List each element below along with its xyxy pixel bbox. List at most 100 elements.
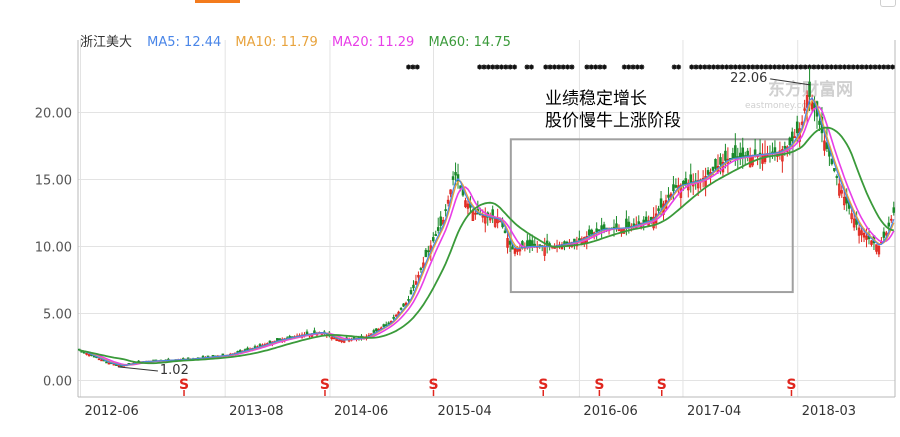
event-star — [828, 64, 834, 70]
event-star — [503, 64, 509, 70]
event-star — [406, 64, 412, 70]
candle-body — [387, 322, 390, 325]
event-star — [724, 64, 730, 70]
event-star — [732, 64, 738, 70]
high-callout-label: 22.06 — [730, 71, 767, 86]
s-marker[interactable]: S — [594, 377, 604, 393]
s-marker[interactable]: S — [786, 377, 796, 393]
candle-body — [563, 241, 566, 245]
s-marker[interactable]: S — [538, 377, 548, 393]
event-star — [815, 64, 821, 70]
event-star — [498, 64, 504, 70]
candle-body — [857, 227, 861, 236]
candle-body — [337, 339, 341, 342]
event-star — [841, 64, 847, 70]
candle-body — [474, 212, 477, 215]
event-star — [745, 64, 751, 70]
candle-body — [783, 145, 787, 149]
annotation-line-2: 股价慢牛上涨阶段 — [545, 110, 681, 131]
event-star — [676, 64, 682, 70]
candle-body — [446, 199, 450, 204]
candle-body — [738, 152, 742, 158]
event-star — [626, 64, 632, 70]
candle-body — [711, 166, 715, 171]
event-star — [556, 64, 562, 70]
candle-body — [823, 140, 826, 151]
window-corner-control[interactable] — [880, 0, 896, 7]
candle-body — [427, 250, 430, 253]
candle-body — [414, 281, 418, 285]
event-star — [793, 64, 799, 70]
legend-ma10: MA10: 11.79 — [235, 35, 318, 50]
candle-body — [672, 184, 675, 192]
candle-body — [753, 149, 757, 156]
event-star — [833, 64, 839, 70]
candle-body — [706, 170, 710, 175]
candle-body — [852, 218, 856, 228]
candle-body — [394, 314, 398, 317]
event-star — [601, 64, 607, 70]
event-star — [837, 64, 843, 70]
event-star — [780, 64, 786, 70]
candle-body — [877, 245, 881, 255]
candle-body — [483, 216, 487, 224]
candle-body — [407, 299, 410, 301]
candle-body — [652, 216, 655, 229]
candle-body — [860, 230, 863, 236]
event-star — [855, 64, 861, 70]
candle-body — [615, 223, 618, 229]
candle-body — [793, 136, 796, 139]
event-star — [477, 64, 483, 70]
candle-body — [268, 340, 272, 344]
event-star — [789, 64, 795, 70]
event-star — [706, 64, 712, 70]
event-star — [621, 64, 627, 70]
candle-body — [818, 120, 821, 125]
ma-line-ma60 — [79, 126, 894, 365]
tab-accent-bar — [195, 0, 240, 3]
candle-body — [412, 284, 415, 289]
event-star — [490, 64, 496, 70]
candle-body — [587, 229, 591, 236]
event-star — [547, 64, 553, 70]
event-star — [820, 64, 826, 70]
candle-body — [838, 183, 841, 196]
candle-body — [602, 224, 606, 230]
event-star — [719, 64, 725, 70]
event-star — [711, 64, 717, 70]
event-star — [543, 64, 549, 70]
event-markers — [406, 64, 896, 70]
s-marker[interactable]: S — [428, 377, 438, 393]
watermark-subtext: eastmoney.com — [745, 101, 816, 111]
candle-body — [432, 237, 435, 242]
event-star — [512, 64, 518, 70]
event-star — [565, 64, 571, 70]
event-star — [689, 64, 695, 70]
candle-body — [627, 221, 631, 228]
event-star — [872, 64, 878, 70]
event-star — [767, 64, 773, 70]
event-star — [410, 64, 416, 70]
event-star — [697, 64, 703, 70]
event-star — [597, 64, 603, 70]
candle-body — [107, 362, 111, 365]
candle-body — [689, 174, 693, 183]
event-star — [776, 64, 782, 70]
event-star — [737, 64, 743, 70]
candle-body — [719, 157, 722, 165]
s-marker[interactable]: S — [657, 377, 667, 393]
candle-body — [100, 359, 103, 362]
event-star — [593, 64, 599, 70]
event-star — [414, 64, 420, 70]
candle-body — [870, 240, 873, 245]
event-star — [863, 64, 869, 70]
highlight-box — [509, 138, 794, 294]
candle-body — [481, 215, 485, 218]
event-star — [824, 64, 830, 70]
s-marker[interactable]: S — [320, 377, 330, 393]
candle-body — [788, 137, 792, 146]
s-marker[interactable]: S — [179, 377, 189, 393]
candle-body — [773, 147, 777, 154]
candle-body — [402, 303, 405, 307]
